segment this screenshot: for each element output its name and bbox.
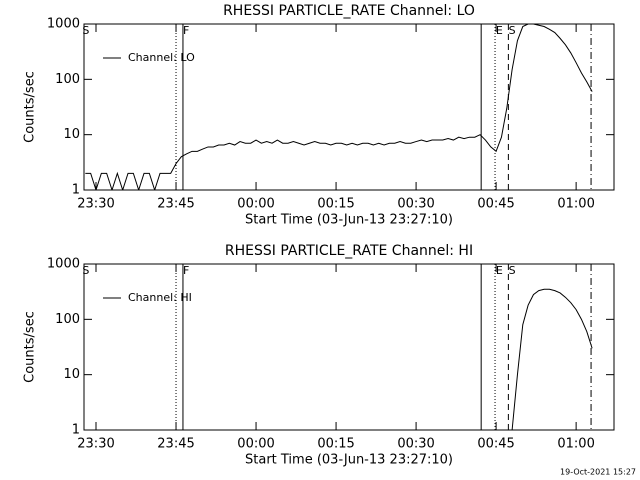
event-label: S: [509, 24, 516, 37]
x-tick-label: 23:45: [157, 437, 194, 452]
data-line: [511, 288, 593, 430]
y-tick-label: 10: [63, 367, 80, 382]
event-label: E: [496, 264, 503, 277]
x-tick-label: 23:30: [77, 437, 114, 452]
y-tick-label: 100: [55, 72, 80, 87]
data-line: [85, 24, 593, 190]
y-tick-label: 10: [63, 127, 80, 142]
x-tick-label: 00:30: [397, 437, 434, 452]
event-label: F: [183, 264, 189, 277]
x-axis-label: Start Time (03-Jun-13 23:27:10): [245, 453, 453, 468]
x-tick-label: 00:15: [317, 197, 354, 212]
y-tick-label: 1000: [47, 17, 80, 32]
event-label: F: [183, 24, 189, 37]
series-group: [85, 24, 593, 190]
x-tick-label: 00:00: [237, 437, 274, 452]
x-tick-label: 01:00: [557, 437, 594, 452]
x-tick-label: 00:00: [237, 197, 274, 212]
plot-frame: [83, 23, 615, 191]
y-tick-label: 100: [55, 312, 80, 327]
y-axis-label: Counts/sec: [23, 311, 38, 383]
event-label: S: [82, 24, 89, 37]
x-tick-label: 01:00: [557, 197, 594, 212]
legend-label: Channel: LO: [128, 51, 195, 64]
legend-label: Channel: HI: [128, 291, 192, 304]
event-label: S: [82, 264, 89, 277]
plot-frame: [83, 263, 615, 431]
x-tick-label: 23:45: [157, 197, 194, 212]
x-axis-label: Start Time (03-Jun-13 23:27:10): [245, 213, 453, 228]
chart-title: RHESSI PARTICLE_RATE Channel: LO: [223, 3, 475, 19]
y-tick-label: 1: [72, 423, 80, 438]
y-tick-label: 1000: [47, 257, 80, 272]
y-axis-label: Counts/sec: [23, 71, 38, 143]
event-label: S: [509, 264, 516, 277]
x-tick-label: 00:15: [317, 437, 354, 452]
chart-title: RHESSI PARTICLE_RATE Channel: HI: [225, 243, 473, 259]
x-tick-label: 23:30: [77, 197, 114, 212]
x-tick-label: 00:45: [477, 437, 514, 452]
series-group: [511, 288, 593, 430]
timestamp: 19-Oct-2021 15:27: [560, 468, 636, 477]
x-tick-label: 00:30: [397, 197, 434, 212]
y-tick-label: 1: [72, 183, 80, 198]
x-tick-label: 00:45: [477, 197, 514, 212]
event-label: E: [496, 24, 503, 37]
